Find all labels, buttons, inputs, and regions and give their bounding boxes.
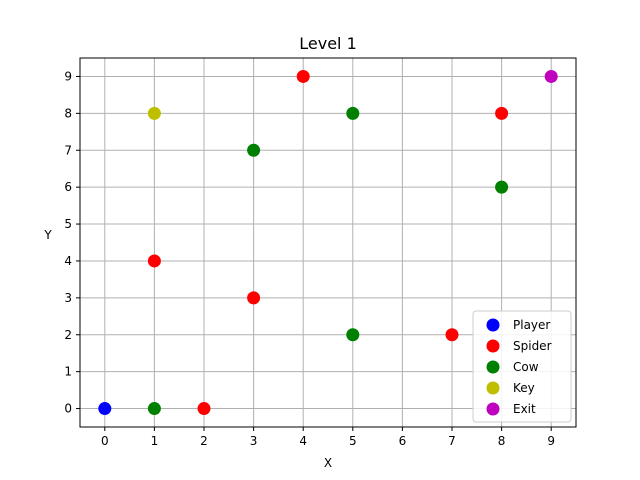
chart-title: Level 1 (299, 34, 357, 53)
legend-marker-spider (486, 339, 500, 353)
x-tick-label: 1 (151, 434, 159, 448)
legend: Player Spider Cow Key Exit (472, 310, 572, 423)
cow-point (147, 402, 161, 416)
legend-marker-key (486, 381, 500, 395)
legend-label-cow: Cow (513, 360, 539, 374)
axis-ticks: 0 1 2 3 4 5 6 7 8 9 0 1 2 3 4 5 6 7 8 9 (64, 69, 555, 448)
spider-point (247, 291, 261, 305)
y-tick-label: 7 (64, 143, 72, 157)
cow-point (346, 106, 360, 120)
cow-point (495, 180, 509, 194)
y-tick-label: 6 (64, 180, 72, 194)
cow-point (346, 328, 360, 342)
legend-label-spider: Spider (513, 339, 552, 353)
legend-box (472, 310, 572, 423)
x-axis-label: X (324, 456, 332, 470)
y-tick-label: 3 (64, 291, 72, 305)
key-point (147, 106, 161, 120)
y-axis-label: Y (43, 228, 52, 242)
x-tick-label: 2 (200, 434, 208, 448)
x-tick-label: 9 (547, 434, 555, 448)
y-tick-label: 4 (64, 254, 72, 268)
y-tick-label: 0 (64, 402, 72, 416)
x-tick-label: 4 (299, 434, 307, 448)
legend-marker-player (486, 318, 500, 332)
cow-point (247, 143, 261, 157)
x-tick-label: 8 (498, 434, 506, 448)
legend-marker-exit (486, 402, 500, 416)
y-tick-label: 2 (64, 328, 72, 342)
x-tick-label: 6 (399, 434, 407, 448)
data-points (98, 69, 558, 416)
x-tick-label: 0 (101, 434, 109, 448)
x-tick-label: 5 (349, 434, 357, 448)
y-tick-label: 1 (64, 365, 72, 379)
y-tick-label: 9 (64, 69, 72, 83)
legend-marker-cow (486, 360, 500, 374)
spider-point (445, 328, 459, 342)
legend-label-key: Key (513, 381, 535, 395)
legend-label-player: Player (513, 318, 550, 332)
legend-label-exit: Exit (513, 402, 536, 416)
player-point (98, 402, 112, 416)
plot-frame (79, 57, 577, 428)
exit-point (544, 69, 558, 83)
y-tick-label: 8 (64, 106, 72, 120)
x-tick-label: 7 (448, 434, 456, 448)
spider-point (197, 402, 211, 416)
x-tick-label: 3 (250, 434, 258, 448)
spider-point (495, 106, 509, 120)
spider-point (296, 69, 310, 83)
spider-point (147, 254, 161, 268)
y-tick-label: 5 (64, 217, 72, 231)
